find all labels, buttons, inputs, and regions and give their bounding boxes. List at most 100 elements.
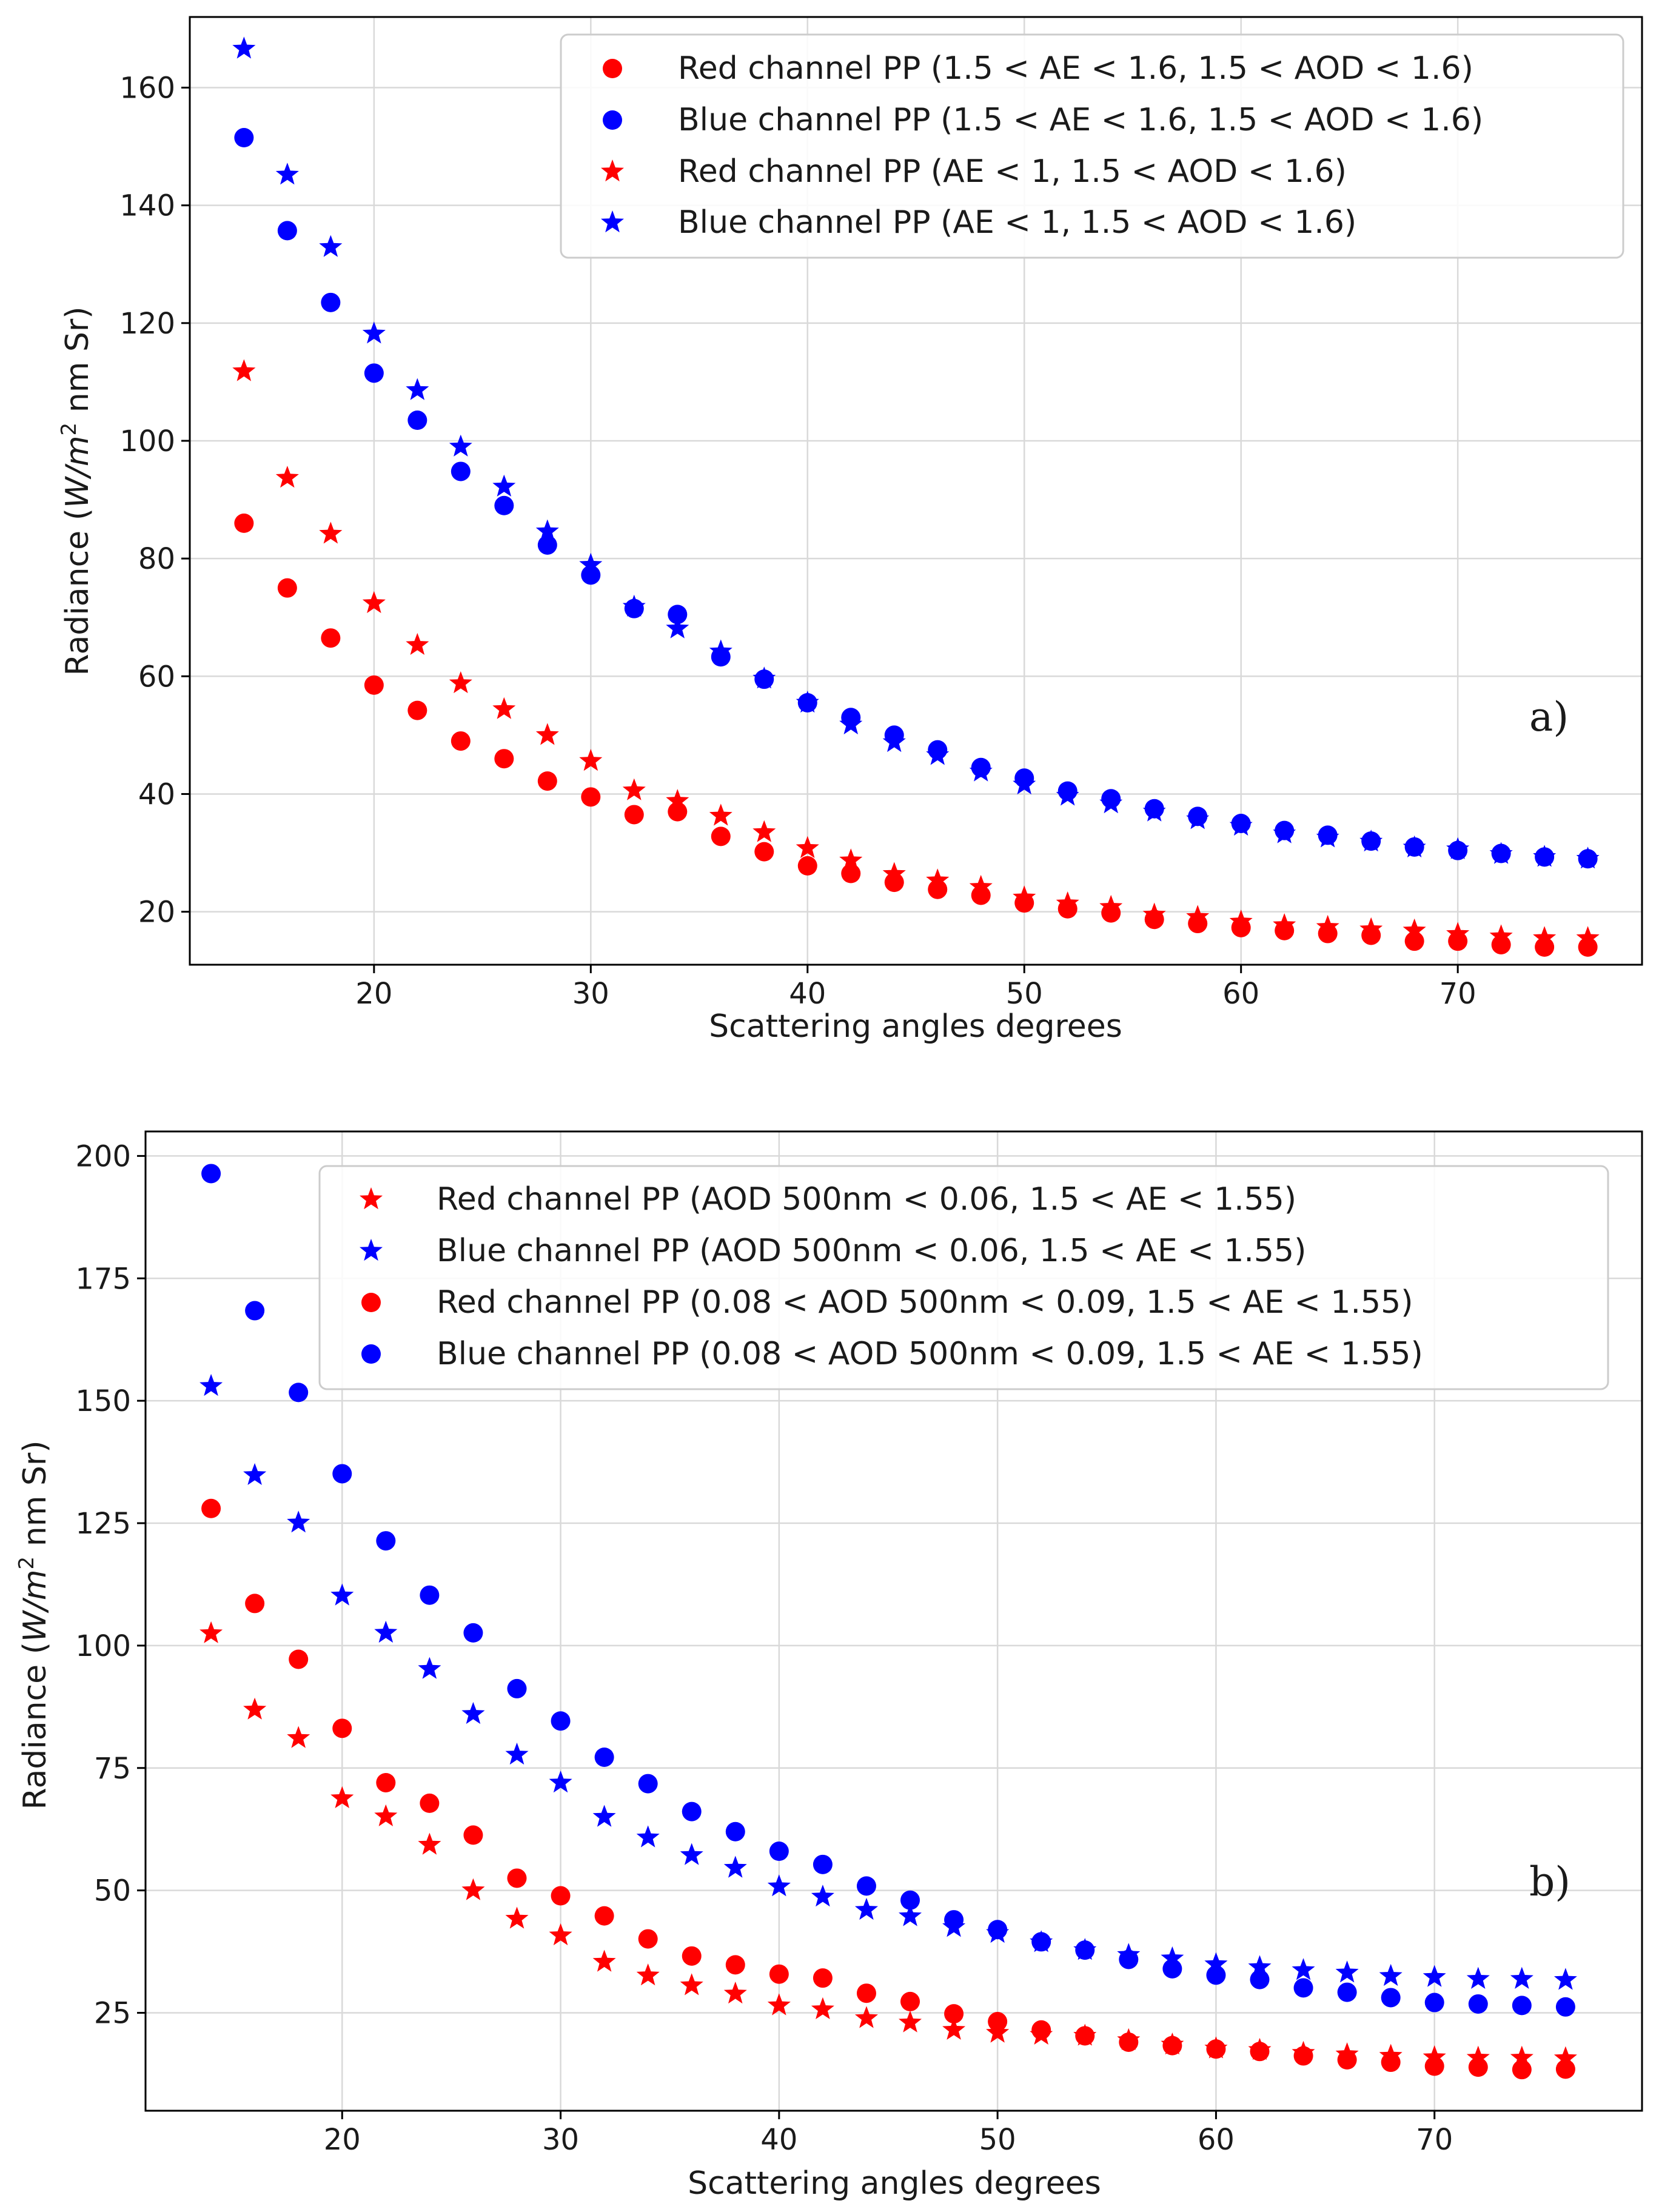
y-tick-label: 20 bbox=[138, 896, 175, 930]
data-point-star bbox=[1030, 1930, 1053, 1952]
legend-box-b bbox=[318, 1165, 1609, 1390]
data-point-circle bbox=[1337, 1982, 1357, 2002]
chart-panel-b: 20 30 40 50 60 70 25 50 75 100 125 150 175 200 Scatte… bbox=[15, 1130, 1643, 2202]
data-point-star bbox=[899, 1904, 922, 1926]
data-point-circle bbox=[451, 731, 471, 751]
data-point-star bbox=[1359, 830, 1383, 852]
data-point-circle bbox=[900, 1991, 920, 2011]
legend-marker-star bbox=[360, 1187, 383, 1210]
data-point-star bbox=[1446, 837, 1470, 859]
data-point-star bbox=[1248, 1955, 1272, 1977]
data-point-star bbox=[926, 868, 950, 891]
data-point-star bbox=[986, 1920, 1010, 1943]
legend-marker-star bbox=[601, 210, 624, 233]
y-tick-label: 25 bbox=[94, 1997, 131, 2031]
legend-marker-circle bbox=[603, 110, 622, 130]
x-tick-label: 70 bbox=[1416, 2123, 1453, 2157]
data-point-circle bbox=[376, 1531, 396, 1551]
data-point-star bbox=[549, 1923, 572, 1946]
legend-marker-star bbox=[360, 1239, 383, 1261]
data-point-star bbox=[1056, 783, 1079, 806]
x-tick-label: 40 bbox=[760, 2123, 797, 2157]
data-point-circle bbox=[376, 1772, 396, 1792]
data-point-star bbox=[406, 378, 429, 400]
series-4 bbox=[232, 36, 1600, 869]
data-point-star bbox=[882, 730, 906, 752]
data-point-star bbox=[287, 1726, 310, 1748]
y-tick-label: 200 bbox=[75, 1139, 131, 1173]
data-point-circle bbox=[856, 1983, 876, 2003]
y-tick-label: 100 bbox=[119, 424, 175, 458]
data-point-star bbox=[1316, 914, 1339, 937]
data-point-star bbox=[1273, 913, 1296, 936]
legend-marker-circle bbox=[361, 1344, 381, 1364]
data-point-star bbox=[592, 1949, 616, 1972]
data-point-star bbox=[942, 2017, 966, 2040]
plot-area-a bbox=[232, 36, 1600, 957]
data-point-star bbox=[319, 235, 343, 257]
data-point-star bbox=[986, 2020, 1010, 2043]
y-tick-label: 120 bbox=[119, 307, 175, 341]
data-point-circle bbox=[407, 700, 427, 720]
data-point-circle bbox=[289, 1382, 309, 1403]
data-point-star bbox=[1466, 2045, 1490, 2068]
data-point-star bbox=[1489, 842, 1513, 864]
y-tick-label: 75 bbox=[94, 1752, 131, 1786]
data-point-star bbox=[461, 1701, 485, 1724]
legend-marker-circle bbox=[603, 59, 622, 78]
data-point-star bbox=[1186, 905, 1210, 927]
data-point-star bbox=[275, 163, 299, 185]
legend-entry: Blue channel PP (AE < 1, 1.5 < AOD < 1.6… bbox=[601, 204, 1356, 241]
data-point-star bbox=[592, 1805, 616, 1827]
data-point-star bbox=[723, 1855, 747, 1878]
data-point-star bbox=[1359, 917, 1383, 939]
data-point-circle bbox=[813, 1854, 833, 1874]
data-point-star bbox=[1379, 1963, 1403, 1986]
data-point-star bbox=[1056, 891, 1079, 914]
data-point-star bbox=[1335, 1960, 1359, 1983]
data-point-star bbox=[579, 552, 603, 575]
data-point-star bbox=[243, 1697, 267, 1720]
series-1 bbox=[199, 1621, 1577, 2068]
data-point-circle bbox=[624, 805, 644, 825]
data-point-star bbox=[1292, 2040, 1315, 2063]
data-point-circle bbox=[277, 578, 297, 598]
data-point-star bbox=[1403, 835, 1426, 857]
series-1 bbox=[234, 513, 1598, 957]
data-point-star bbox=[505, 1906, 529, 1929]
x-tick-label: 50 bbox=[979, 2123, 1016, 2157]
legend-label: Blue channel PP (0.08 < AOD 500nm < 0.09… bbox=[437, 1336, 1423, 1372]
data-point-circle bbox=[451, 461, 471, 481]
data-point-star bbox=[1576, 926, 1600, 948]
data-point-star bbox=[1273, 821, 1296, 843]
data-point-star bbox=[1576, 846, 1600, 869]
data-point-star bbox=[505, 1742, 529, 1765]
data-point-star bbox=[1466, 1966, 1490, 1989]
data-point-circle bbox=[551, 1886, 571, 1906]
data-point-star bbox=[492, 474, 516, 497]
x-tick-label: 20 bbox=[355, 977, 392, 1011]
data-point-star bbox=[636, 1825, 660, 1848]
data-point-star bbox=[1186, 807, 1210, 830]
data-point-star bbox=[1423, 1965, 1446, 1987]
data-point-circle bbox=[581, 787, 601, 807]
data-point-star bbox=[1030, 2022, 1053, 2045]
data-point-circle bbox=[900, 1890, 920, 1910]
data-point-star bbox=[1533, 926, 1557, 948]
data-point-circle bbox=[494, 749, 514, 769]
axes-frame-b bbox=[144, 1130, 1643, 2112]
data-point-circle bbox=[594, 1747, 614, 1767]
legend-entry: Red channel PP (AOD 500nm < 0.06, 1.5 < … bbox=[360, 1181, 1296, 1218]
x-tick-label: 30 bbox=[542, 2123, 579, 2157]
ticks-a: 20 30 40 50 60 70 20 40 60 80 100 120 140 160 bbox=[119, 71, 1476, 1011]
x-axis-label-b: Scattering angles degrees bbox=[688, 2165, 1101, 2202]
data-point-star bbox=[1248, 2037, 1272, 2060]
data-point-star bbox=[767, 1993, 791, 2016]
data-point-circle bbox=[332, 1464, 352, 1484]
data-point-star bbox=[636, 1963, 660, 1986]
data-point-circle bbox=[725, 1955, 745, 1975]
data-point-star bbox=[926, 743, 950, 765]
data-point-star bbox=[1142, 902, 1166, 925]
legend-label: Red channel PP (AOD 500nm < 0.06, 1.5 < … bbox=[437, 1181, 1296, 1218]
data-point-circle bbox=[507, 1678, 527, 1698]
